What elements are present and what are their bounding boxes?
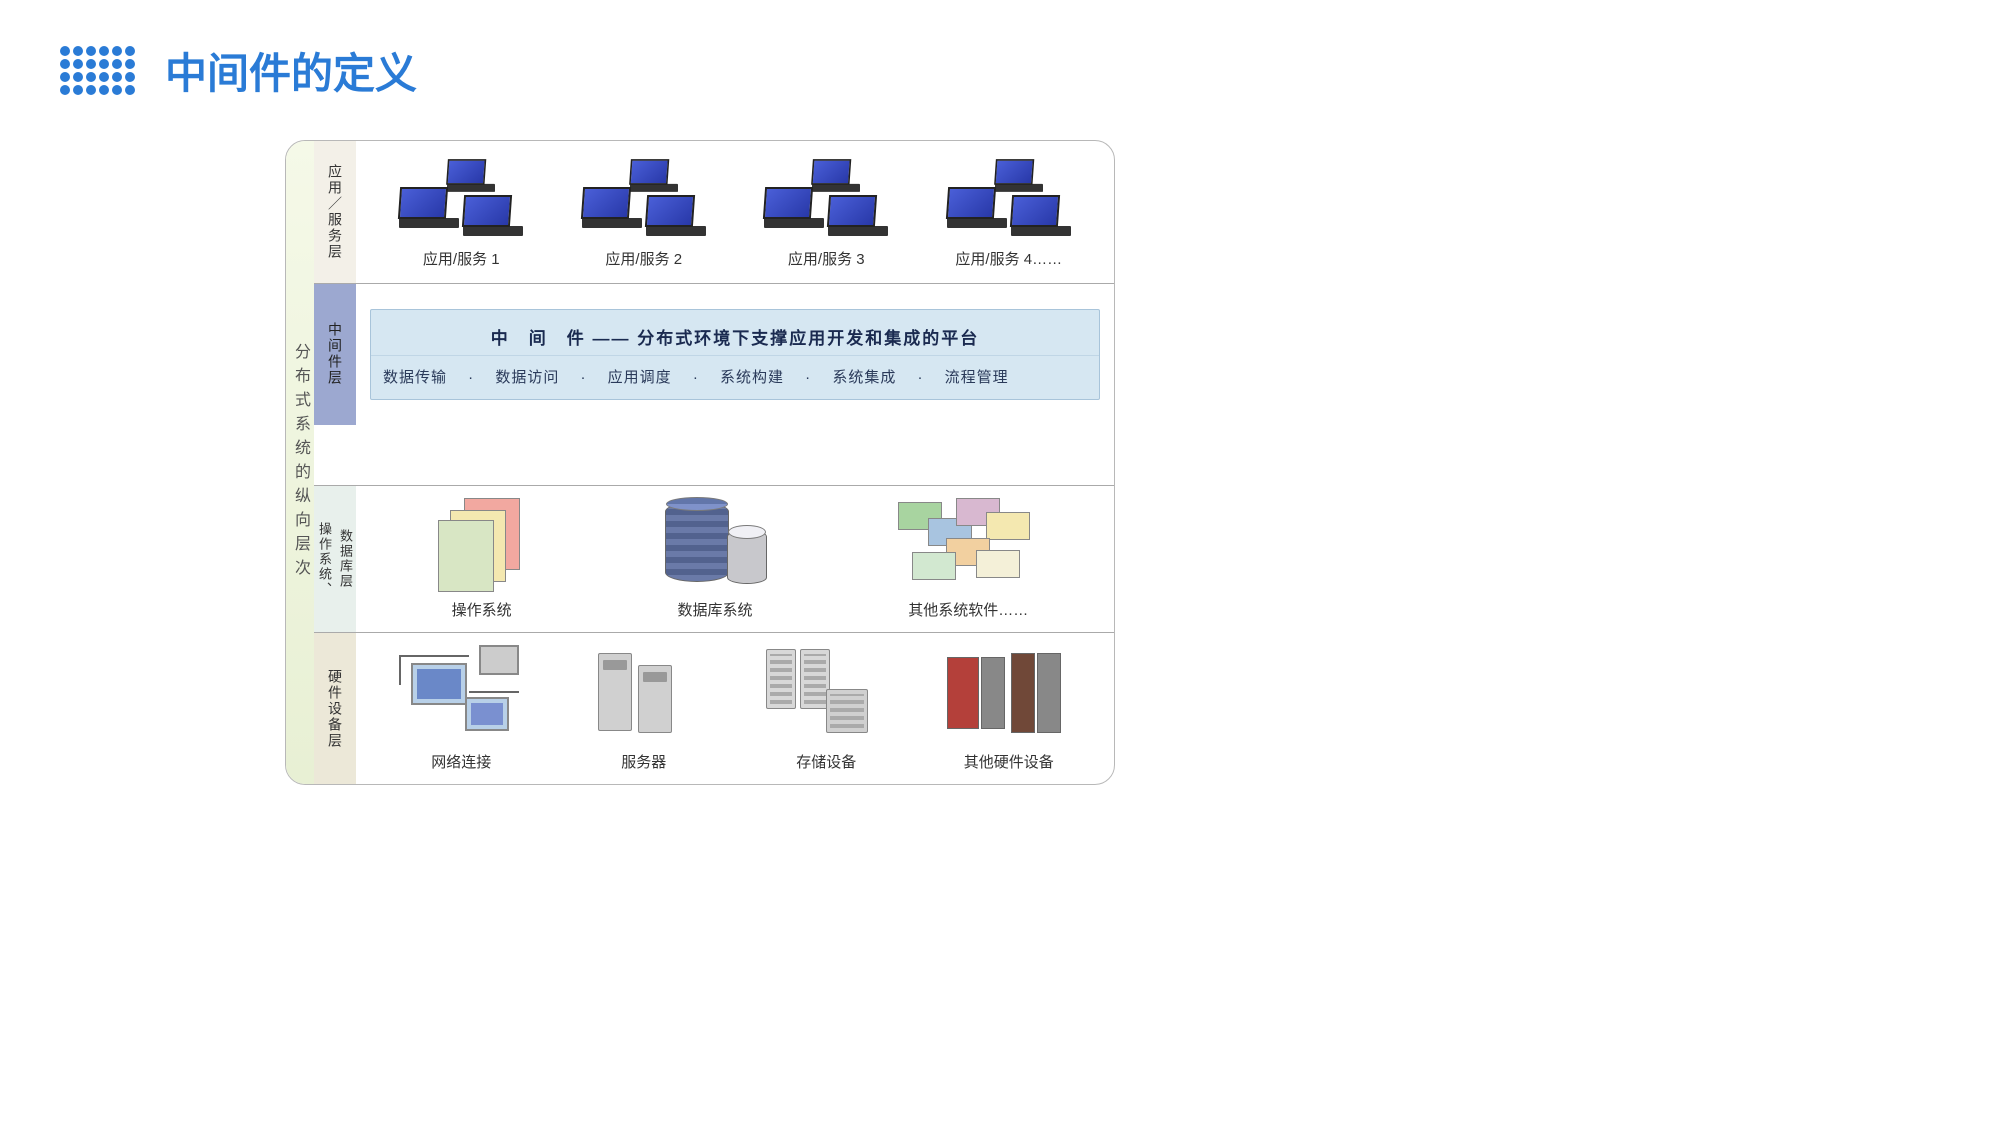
laptops-icon [939, 155, 1079, 240]
laptops-icon [756, 155, 896, 240]
os-item-other: 其他系统软件…… [898, 498, 1038, 620]
layer-label-middleware: 中间件层 [314, 284, 356, 426]
logo-dots-icon [60, 46, 135, 95]
page-title: 中间件的定义 [165, 40, 417, 101]
storage-icon [756, 645, 896, 745]
architecture-diagram: 分布式系统的纵向层次 应用／服务层 应用/服务 1 [285, 140, 1115, 785]
os-item-db: 数据库系统 [655, 498, 775, 620]
app-caption: 应用/服务 1 [391, 248, 531, 269]
app-service-3: 应用/服务 3 [756, 155, 896, 269]
layer-label-application: 应用／服务层 [314, 141, 356, 283]
app-service-1: 应用/服务 1 [391, 155, 531, 269]
layers-container: 应用／服务层 应用/服务 1 [314, 141, 1114, 784]
documents-icon [432, 498, 532, 593]
hw-item-network: 网络连接 [391, 645, 531, 772]
layer-label-os-db: 操作系统、 数据库层 [314, 486, 356, 632]
os-caption: 数据库系统 [655, 599, 775, 620]
middleware-box: 中 间 件 —— 分布式环境下支撑应用开发和集成的平台 数据传输 · 数据访问 … [370, 309, 1100, 400]
hw-caption: 存储设备 [756, 751, 896, 772]
rectangles-icon [898, 498, 1038, 593]
layer-middleware: 中间件层 中 间 件 —— 分布式环境下支撑应用开发和集成的平台 数据传输 · … [314, 284, 1114, 487]
laptops-icon [391, 155, 531, 240]
app-service-2: 应用/服务 2 [574, 155, 714, 269]
os-label-right: 数据库层 [336, 529, 355, 589]
application-content: 应用/服务 1 应用/服务 2 [356, 141, 1114, 283]
os-content: 操作系统 数据库系统 其他系统软件…… [356, 486, 1114, 632]
app-caption: 应用/服务 4…… [939, 248, 1079, 269]
app-service-4: 应用/服务 4…… [939, 155, 1079, 269]
layer-application: 应用／服务层 应用/服务 1 [314, 141, 1114, 284]
layer-label-hardware: 硬件设备层 [314, 633, 356, 784]
os-caption: 其他系统软件…… [898, 599, 1038, 620]
network-icon [391, 645, 531, 745]
header: 中间件的定义 [0, 0, 2001, 141]
other-hardware-icon [939, 645, 1079, 745]
layer-hardware: 硬件设备层 网络连接 服务器 [314, 633, 1114, 784]
hw-caption: 网络连接 [391, 751, 531, 772]
hw-caption: 其他硬件设备 [939, 751, 1079, 772]
hw-item-other: 其他硬件设备 [939, 645, 1079, 772]
laptops-icon [574, 155, 714, 240]
os-label-left: 操作系统、 [315, 522, 334, 597]
server-icon [574, 645, 714, 745]
hw-caption: 服务器 [574, 751, 714, 772]
os-caption: 操作系统 [432, 599, 532, 620]
hardware-content: 网络连接 服务器 存储设备 [356, 633, 1114, 784]
middleware-subtitle: 数据传输 · 数据访问 · 应用调度 · 系统构建 · 系统集成 · 流程管理 [371, 355, 1099, 399]
middleware-title: 中 间 件 —— 分布式环境下支撑应用开发和集成的平台 [371, 310, 1099, 355]
hw-item-server: 服务器 [574, 645, 714, 772]
app-caption: 应用/服务 2 [574, 248, 714, 269]
os-item-os: 操作系统 [432, 498, 532, 620]
layer-os-db: 操作系统、 数据库层 操作系统 数据库系统 [314, 486, 1114, 633]
hw-item-storage: 存储设备 [756, 645, 896, 772]
database-icon [655, 498, 775, 593]
app-caption: 应用/服务 3 [756, 248, 896, 269]
middleware-content: 中 间 件 —— 分布式环境下支撑应用开发和集成的平台 数据传输 · 数据访问 … [356, 284, 1114, 426]
side-vertical-label: 分布式系统的纵向层次 [286, 141, 314, 784]
